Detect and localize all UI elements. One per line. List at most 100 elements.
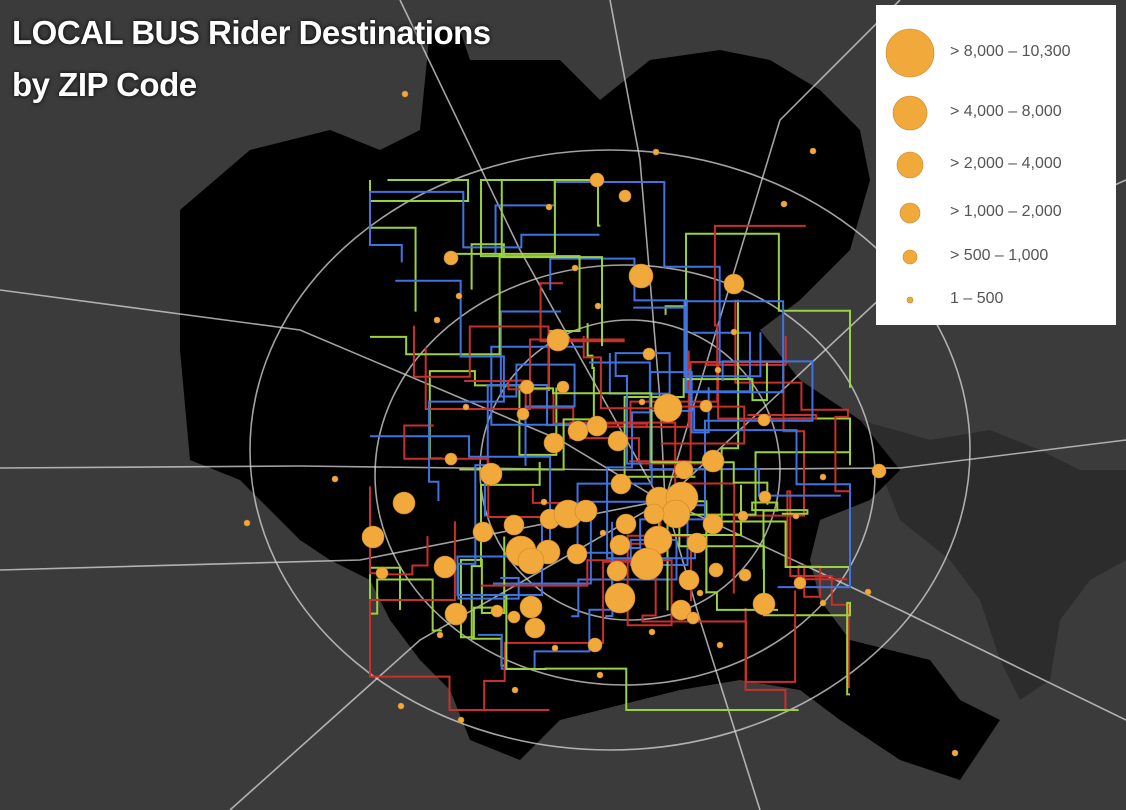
legend-swatch (892, 95, 928, 131)
destination-bubble (503, 514, 525, 536)
destination-bubble (678, 569, 700, 591)
legend-label: > 2,000 – 4,000 (950, 155, 1062, 172)
destination-bubble (599, 529, 607, 537)
destination-bubble (545, 203, 553, 211)
legend: > 8,000 – 10,300 > 4,000 – 8,000 > 2,000 –… (876, 5, 1116, 325)
bus-route (571, 501, 689, 618)
destination-bubble (758, 490, 772, 504)
bus-route (624, 360, 814, 549)
legend-item: > 1,000 – 2,000 (876, 193, 1116, 233)
destination-bubble (551, 644, 559, 652)
destination-bubble (462, 403, 470, 411)
destination-bubble (723, 273, 745, 295)
destination-bubble (511, 686, 519, 694)
destination-bubble (604, 582, 636, 614)
destination-bubble (607, 430, 629, 452)
destination-bubble (567, 420, 589, 442)
destination-bubble (574, 499, 598, 523)
legend-circle (899, 202, 921, 224)
bus-route (720, 299, 850, 568)
destination-bubble (543, 432, 565, 454)
legend-swatch (896, 151, 924, 179)
destination-bubble (433, 555, 457, 579)
destination-bubble (490, 604, 504, 618)
destination-bubble (714, 366, 722, 374)
bus-route (658, 484, 778, 611)
destination-bubble (556, 380, 570, 394)
bus-route (786, 490, 850, 689)
destination-bubble (457, 716, 465, 724)
destination-bubble (670, 599, 692, 621)
legend-circle (902, 249, 918, 265)
destination-bubble (606, 560, 628, 582)
legend-item: > 2,000 – 4,000 (876, 145, 1116, 185)
destination-bubble (661, 499, 691, 529)
destination-bubble (586, 415, 608, 437)
destination-bubble (444, 452, 458, 466)
destination-bubble (397, 702, 405, 710)
destination-bubble (701, 449, 725, 473)
destination-bubble (516, 407, 530, 421)
bus-route (693, 407, 851, 589)
highway (664, 499, 1126, 721)
bus-route (369, 179, 470, 312)
legend-item: > 500 – 1,000 (876, 237, 1116, 277)
bus-route (569, 421, 736, 575)
destination-bubble (455, 292, 463, 300)
destination-bubble (871, 463, 887, 479)
destination-bubble (507, 610, 521, 624)
destination-bubble (519, 379, 535, 395)
legend-label: > 500 – 1,000 (950, 247, 1049, 264)
destination-bubble (716, 641, 724, 649)
destinations (243, 90, 959, 757)
destination-bubble (708, 562, 724, 578)
destination-bubble (566, 543, 588, 565)
legend-swatch (899, 202, 921, 224)
destination-bubble (738, 568, 752, 582)
destination-bubble (642, 347, 656, 361)
destination-bubble (444, 602, 468, 626)
destination-bubble (674, 460, 694, 480)
destination-bubble (628, 263, 654, 289)
destination-bubble (610, 473, 632, 495)
destination-bubble (864, 588, 872, 596)
destination-bubble (686, 611, 700, 625)
legend-label: > 8,000 – 10,300 (950, 43, 1071, 60)
destination-bubble (737, 510, 749, 522)
legend-label: 1 – 500 (950, 290, 1004, 307)
destination-bubble (630, 547, 664, 581)
destination-bubble (517, 547, 545, 575)
legend-label: > 1,000 – 2,000 (950, 203, 1062, 220)
destination-bubble (436, 631, 444, 639)
destination-bubble (596, 671, 604, 679)
bus-route (704, 335, 818, 420)
legend-item: 1 – 500 (876, 280, 1116, 320)
destination-bubble (401, 90, 409, 98)
destination-bubble (571, 264, 579, 272)
bus-routes (369, 179, 851, 711)
bus-route (623, 362, 768, 478)
destination-bubble (686, 532, 708, 554)
bus-route (395, 279, 505, 502)
legend-swatch (885, 28, 935, 78)
destination-bubble (652, 148, 660, 156)
destination-bubble (618, 189, 632, 203)
destination-bubble (819, 473, 827, 481)
bus-route (369, 486, 429, 576)
bus-route (751, 501, 809, 570)
destination-bubble (587, 637, 603, 653)
bus-route (505, 594, 799, 711)
destination-bubble (809, 147, 817, 155)
destination-bubble (643, 503, 665, 525)
destination-bubble (361, 525, 385, 549)
destination-bubble (696, 589, 704, 597)
bus-route (477, 521, 614, 670)
destination-bubble (392, 491, 416, 515)
legend-label: > 4,000 – 8,000 (950, 103, 1062, 120)
destination-bubble (819, 599, 827, 607)
destination-bubble (757, 413, 771, 427)
bus-route (459, 323, 595, 471)
destination-bubble (730, 328, 738, 336)
destination-bubble (433, 316, 441, 324)
